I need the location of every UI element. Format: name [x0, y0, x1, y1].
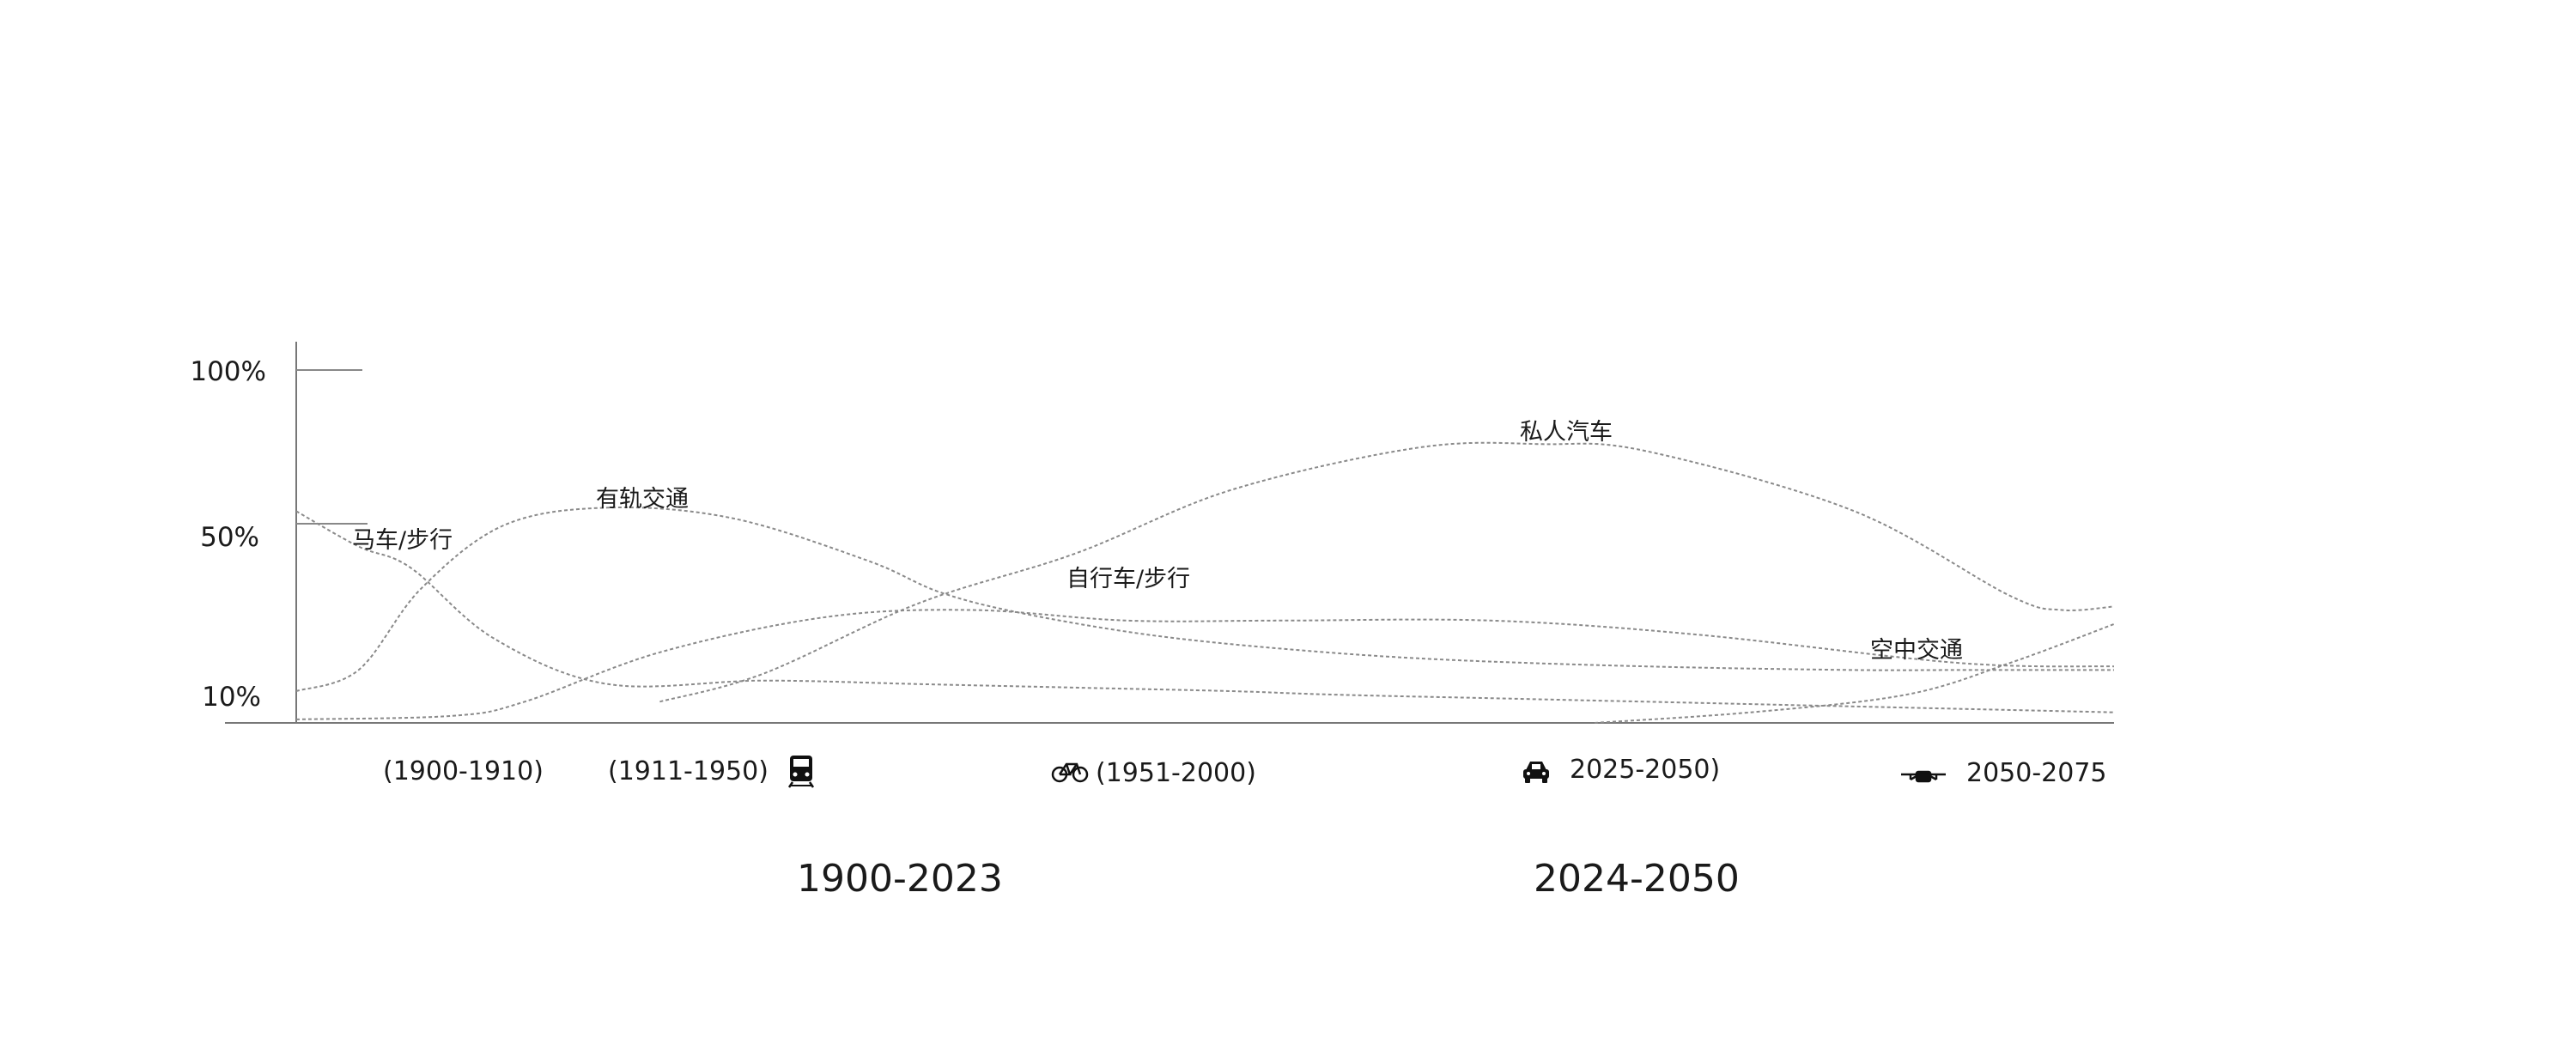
period-label-1951-2000: (1951-2000) [1096, 758, 1256, 788]
series-label-bicycle-walk: 自行车/步行 [1066, 566, 1190, 592]
series-label-horse-walk: 马车/步行 [352, 527, 453, 554]
series-label-rail: 有轨交通 [596, 486, 689, 513]
series-label-private-car: 私人汽车 [1520, 419, 1613, 446]
series-line-air-traffic [1595, 622, 2115, 724]
ytick-label-100: 100% [190, 356, 266, 387]
period-label-2050-2075: 2050-2075 [1966, 758, 2107, 788]
period-label-1900-1910: (1900-1910) [383, 756, 544, 786]
drone-icon [1901, 770, 1946, 783]
car-icon [1523, 762, 1549, 783]
series-line-private-car [659, 441, 2115, 703]
era-label-2024-2050: 2024-2050 [1534, 857, 1740, 901]
series-label-air-traffic: 空中交通 [1870, 637, 1963, 664]
period-label-2025-2050: 2025-2050) [1570, 755, 1720, 785]
ytick-label-50: 50% [200, 522, 259, 553]
ytick-label-10: 10% [202, 682, 261, 713]
series-line-rail [295, 507, 2114, 692]
bicycle-icon [1051, 762, 1089, 783]
series-line-horse-walk [295, 510, 2115, 713]
train-icon [787, 756, 815, 788]
era-label-1900-2023: 1900-2023 [797, 857, 1003, 901]
period-label-1911-1950: (1911-1950) [608, 756, 769, 786]
